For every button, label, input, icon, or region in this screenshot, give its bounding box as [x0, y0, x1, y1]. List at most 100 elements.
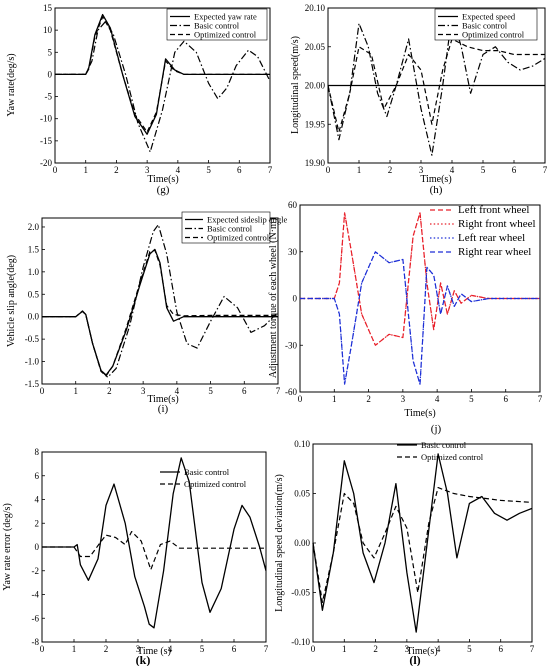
x-tick-label: 0: [311, 644, 316, 654]
y-axis-label: Vehicle slip angle(deg): [6, 255, 17, 347]
x-tick-label: 3: [136, 644, 141, 654]
x-tick-label: 4: [435, 394, 440, 404]
y-tick-label: -6: [32, 613, 40, 623]
y-tick-label: -10: [40, 114, 52, 124]
x-tick-label: 6: [232, 644, 237, 654]
y-tick-label: 10: [43, 25, 53, 35]
x-tick-label: 6: [498, 644, 503, 654]
y-tick-label: 0.5: [28, 289, 40, 299]
legend-label: Optimized control: [194, 30, 257, 40]
legend-label: Expected speed: [462, 12, 516, 22]
x-tick-label: 5: [467, 644, 472, 654]
y-tick-label: -8: [32, 637, 40, 647]
y-tick-label: 0.10: [294, 439, 310, 449]
x-tick-label: 2: [388, 165, 393, 175]
chart-k: 0 1 2 3 4 5 6 7 -8 -6 -4 -2 0 2 4 6 8 Time (s) Yaw rate er…: [2, 447, 269, 666]
y-tick-label: 20.00: [305, 81, 326, 91]
y-tick-label: 15: [43, 3, 53, 13]
y-axis-label: Longitudinal speed deviation(m/s): [274, 474, 285, 612]
y-tick-label: -4: [32, 590, 40, 600]
y-axis-label: Yaw rate(deg/s): [6, 53, 17, 116]
chart-l: 0 1 2 3 4 5 6 7 -0.10 -0.05 0.00 0.05 0.10 Time(s) Lon…: [274, 439, 535, 666]
y-tick-label: 5: [48, 47, 53, 57]
panel-label: (i): [158, 403, 169, 415]
x-axis-label: Time(s): [420, 174, 451, 185]
series-line-2: [42, 249, 278, 377]
y-tick-label: 1.0: [28, 267, 40, 277]
y-tick-label: 0.00: [294, 538, 310, 548]
x-tick-label: 7: [264, 644, 269, 654]
legend-label: Optimized control: [421, 452, 484, 462]
legend: Basic control Optimized control: [397, 440, 484, 462]
x-tick-label: 5: [208, 386, 213, 396]
chart-g: 0 1 2 3 4 5 6 7 -20 -15 -10 -5 0 5 10 15 Time(s) Yaw rate…: [6, 3, 273, 196]
y-tick-label: -20: [40, 158, 52, 168]
x-tick-label: 1: [72, 644, 77, 654]
y-tick-label: -0.05: [291, 588, 310, 598]
legend-label: Basic control: [421, 440, 467, 450]
x-tick-label: 1: [73, 386, 78, 396]
x-tick-label: 7: [268, 165, 273, 175]
panel-label: (j): [431, 423, 442, 435]
x-axis-label: Time(s): [404, 408, 435, 419]
x-tick-label: 7: [530, 644, 535, 654]
series-line-3: [300, 251, 540, 385]
y-tick-label: 2: [35, 518, 40, 528]
x-tick-label: 5: [200, 644, 205, 654]
y-tick-label: -15: [40, 136, 52, 146]
y-tick-label: 4: [35, 495, 40, 505]
legend-label: Optimized control: [207, 233, 270, 243]
plot-frame: [41, 217, 279, 385]
chart-j: 0 1 2 3 4 5 6 7 -60 -30 0 30 60 Time(s) Adjustment tor…: [268, 200, 543, 435]
legend-label: Expected yaw rate: [194, 12, 257, 22]
y-tick-label: 60: [288, 200, 298, 210]
panel-label: (k): [136, 653, 151, 666]
series-line-2: [327, 38, 545, 133]
x-axis-label: Time(s): [147, 174, 178, 185]
legend-label: Basic control: [194, 21, 240, 31]
legend-label: Expected sideslip angle: [207, 215, 287, 225]
y-tick-label: 20.10: [305, 3, 326, 13]
x-tick-label: 3: [419, 165, 424, 175]
legend-label: Left front wheel: [458, 204, 529, 216]
y-tick-label: 0: [293, 294, 298, 304]
panel-label: (l): [409, 653, 420, 666]
plot-frame: [54, 7, 271, 164]
chart-h: 0 1 2 3 4 5 6 7 19.90 19.95 20.00 20.05 20.10 Time(s)…: [290, 3, 548, 196]
x-tick-label: 1: [332, 394, 337, 404]
y-tick-label: 0: [35, 542, 40, 552]
legend: Basic control Optimized control: [160, 467, 247, 489]
panel-label: (h): [430, 184, 443, 196]
x-tick-label: 1: [83, 165, 88, 175]
x-tick-label: 3: [401, 394, 406, 404]
y-tick-label: -2: [32, 566, 40, 576]
x-tick-label: 4: [450, 165, 455, 175]
y-tick-label: -1.0: [25, 357, 40, 367]
series-line-0: [312, 453, 533, 633]
x-tick-label: 2: [366, 394, 371, 404]
y-tick-label: -1.5: [25, 379, 40, 389]
y-tick-label: 19.95: [305, 119, 326, 129]
x-axis-label: Time (s): [137, 646, 171, 657]
x-tick-label: 4: [436, 644, 441, 654]
y-tick-label: 0.05: [294, 489, 310, 499]
x-tick-label: 7: [543, 165, 548, 175]
x-tick-label: 6: [503, 394, 508, 404]
x-tick-label: 5: [469, 394, 474, 404]
y-tick-label: 19.90: [305, 158, 326, 168]
x-tick-label: 5: [206, 165, 211, 175]
y-axis-label: Yaw rate error (deg/s): [2, 503, 13, 591]
x-tick-label: 0: [326, 165, 331, 175]
series-line-1: [327, 15, 546, 156]
x-tick-label: 4: [176, 165, 181, 175]
legend-label: Left rear wheel: [458, 232, 525, 244]
plot-frame: [312, 443, 533, 643]
y-tick-label: 6: [35, 471, 40, 481]
x-tick-label: 6: [242, 386, 247, 396]
y-tick-label: 1.5: [28, 244, 40, 254]
x-tick-label: 2: [114, 165, 119, 175]
